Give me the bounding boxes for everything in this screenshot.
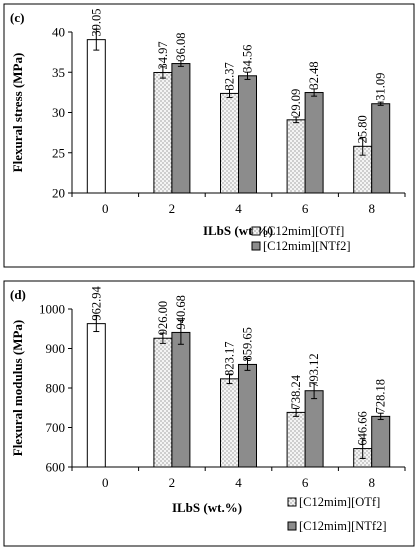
legend-swatch xyxy=(251,226,261,236)
panel-label: (d) xyxy=(10,287,26,302)
bar xyxy=(304,390,324,468)
data-label: 32.37 xyxy=(223,62,237,90)
data-label: 926.00 xyxy=(156,301,170,335)
data-label: 39.05 xyxy=(89,9,103,37)
bar xyxy=(304,92,324,194)
panel-label: (c) xyxy=(10,10,24,25)
x-tick-label: 0 xyxy=(102,475,109,490)
x-tick-label: 2 xyxy=(169,201,176,216)
data-label: 793.12 xyxy=(307,353,321,387)
y-tick-label: 900 xyxy=(46,341,66,356)
x-axis-title: ILbS (wt.%) xyxy=(172,500,242,515)
bar xyxy=(286,119,306,194)
data-label: 728.18 xyxy=(374,379,388,413)
legend-label: [C12mim][NTf2] xyxy=(263,239,350,253)
y-tick-label: 35 xyxy=(52,65,65,80)
x-tick-label: 0 xyxy=(102,201,109,216)
x-tick-label: 8 xyxy=(368,475,375,490)
legend-swatch xyxy=(287,497,297,507)
data-label: 940.68 xyxy=(174,295,188,329)
bar xyxy=(220,92,239,194)
data-label: 646.66 xyxy=(356,411,370,445)
legend-label: [C12mim][OTf] xyxy=(263,224,344,238)
y-tick-label: 1000 xyxy=(39,302,65,317)
y-tick-label: 600 xyxy=(46,460,66,475)
legend-swatch xyxy=(251,241,261,251)
y-axis-title: Flexural stress (MPa) xyxy=(10,53,25,173)
data-label: 29.09 xyxy=(289,89,303,117)
data-label: 738.24 xyxy=(289,374,303,409)
data-label: 859.65 xyxy=(241,327,255,361)
bar xyxy=(86,39,106,194)
bar xyxy=(371,103,391,194)
y-tick-label: 40 xyxy=(52,25,65,40)
bar xyxy=(171,331,191,468)
bar xyxy=(238,363,257,468)
x-tick-label: 8 xyxy=(368,201,375,216)
data-label: 823.17 xyxy=(223,341,237,375)
bar xyxy=(371,415,391,468)
data-label: 34.97 xyxy=(156,41,170,69)
data-label: 34.56 xyxy=(241,45,255,73)
x-tick-label: 4 xyxy=(235,475,242,490)
bar xyxy=(286,411,306,468)
data-label: 962.94 xyxy=(89,286,103,321)
legend-label: [C12mim][NTf2] xyxy=(299,519,386,533)
bar xyxy=(86,323,106,468)
legend-label: [C12mim][OTf] xyxy=(299,495,380,509)
x-tick-label: 4 xyxy=(235,201,242,216)
y-tick-label: 800 xyxy=(46,381,66,396)
y-tick-label: 20 xyxy=(52,186,65,201)
bar xyxy=(220,378,239,468)
bar xyxy=(171,63,191,194)
panel-d: (d) 600 700 800 900 1000 0 2 4 6 8 Flexural modulus… xyxy=(3,280,415,547)
x-tick-label: 2 xyxy=(169,475,176,490)
y-axis-title: Flexural modulus (MPa) xyxy=(10,320,25,457)
x-tick-label: 6 xyxy=(302,201,309,216)
y-tick-label: 25 xyxy=(52,145,65,160)
bar xyxy=(238,75,257,194)
y-tick-label: 700 xyxy=(46,420,66,435)
data-label: 31.09 xyxy=(374,73,388,101)
data-label: 36.08 xyxy=(174,32,188,60)
y-tick-label: 30 xyxy=(52,105,65,120)
data-label: 25.80 xyxy=(356,115,370,143)
x-tick-label: 6 xyxy=(302,475,309,490)
bar xyxy=(153,337,173,468)
bar xyxy=(153,71,173,194)
data-label: 32.48 xyxy=(307,61,321,89)
legend-swatch xyxy=(287,521,297,531)
